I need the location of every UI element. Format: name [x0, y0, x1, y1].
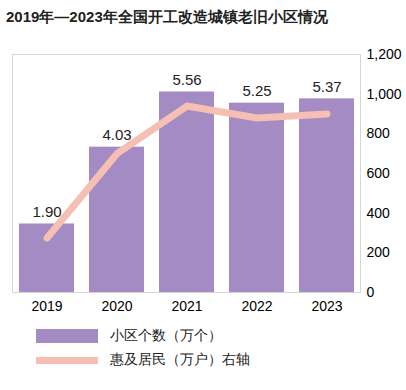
svg-text:600: 600 [367, 165, 391, 181]
html-text:2019年—2023年全国开工改造城镇老旧小区情况: 2019年—2023年全国开工改造城镇老旧小区情况 [6, 8, 328, 25]
svg-text:1.90: 1.90 [32, 203, 61, 220]
svg-text:400: 400 [367, 205, 391, 221]
svg-text:2020: 2020 [101, 298, 132, 314]
svg-text:5.56: 5.56 [172, 71, 201, 88]
svg-text:1,200: 1,200 [367, 46, 402, 62]
svg-text:1,000: 1,000 [367, 86, 402, 102]
svg-text:2021: 2021 [171, 298, 202, 314]
svg-text:2022: 2022 [241, 298, 272, 314]
svg-text:2023: 2023 [311, 298, 342, 314]
svg-text:4.03: 4.03 [102, 126, 131, 143]
svg-text:5.25: 5.25 [242, 82, 271, 99]
html-text:小区个数（万个）: 小区个数（万个） [110, 327, 222, 343]
svg-text:0: 0 [367, 284, 375, 300]
svg-text:2019: 2019 [31, 298, 62, 314]
svg-text:5.37: 5.37 [312, 78, 341, 95]
svg-text:800: 800 [367, 125, 391, 141]
svg-text:200: 200 [367, 244, 391, 260]
html-text:惠及居民（万户）右轴: 惠及居民（万户）右轴 [110, 351, 250, 367]
